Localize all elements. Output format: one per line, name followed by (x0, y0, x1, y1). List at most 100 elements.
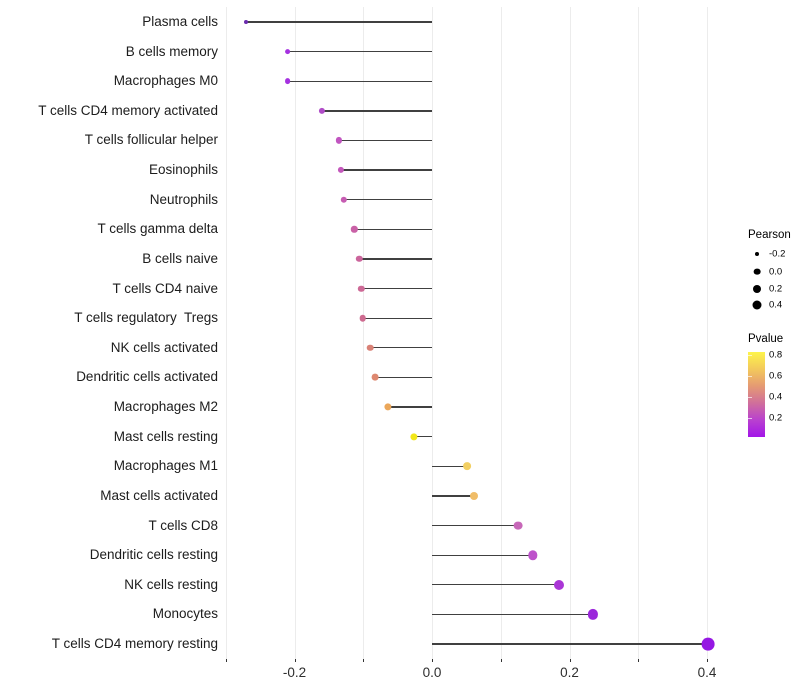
lollipop-stem (432, 524, 518, 527)
lollipop-stem (370, 347, 432, 349)
legend-size-label: 0.0 (769, 266, 783, 277)
y-axis-label: Dendritic cells activated (76, 369, 218, 385)
x-axis-tick (225, 659, 227, 662)
y-axis-label: Eosinophils (148, 162, 218, 178)
x-axis-tick (707, 659, 708, 662)
y-axis-label: T cells CD4 naive (112, 280, 218, 296)
lollipop-stem (361, 287, 432, 290)
lollipop-stem (432, 495, 474, 497)
lollipop-stem (344, 199, 432, 201)
lollipop-stem (388, 406, 432, 408)
lollipop-stem (432, 643, 709, 645)
y-axis-label: T cells gamma delta (97, 221, 218, 237)
lollipop-dot (318, 107, 326, 114)
lollipop-stem (322, 110, 432, 112)
colorbar-tick (748, 376, 752, 377)
colorbar-label: 0.8 (769, 349, 783, 361)
lollipop-stem (287, 80, 432, 82)
colorbar-label: 0.6 (769, 370, 783, 382)
lollipop-stem (359, 258, 432, 260)
x-axis-tick (569, 659, 571, 662)
y-axis-label: B cells naive (142, 250, 218, 266)
lollipop-dot (701, 637, 715, 651)
y-axis-label: NK cells resting (124, 576, 218, 592)
gridline (638, 7, 640, 659)
y-axis-label: NK cells activated (110, 339, 218, 355)
plot-panel (222, 7, 732, 659)
lollipop-dot (513, 521, 523, 530)
lollipop-dot (340, 196, 348, 203)
x-tick-label: -0.2 (282, 665, 307, 680)
y-axis-label: Plasma cells (142, 14, 218, 29)
lollipop-dot (469, 491, 478, 500)
lollipop-stem (432, 554, 534, 556)
colorbar-label: 0.4 (769, 391, 783, 403)
colorbar-label: 0.2 (769, 412, 783, 424)
lollipop-dot (284, 48, 291, 55)
y-axis-label: Dendritic cells resting (89, 547, 218, 563)
lollipop-stem (354, 228, 432, 230)
y-axis-label: Macrophages M2 (113, 399, 218, 415)
legend-size-label: 0.4 (769, 299, 783, 310)
y-axis-label: Neutrophils (149, 191, 218, 207)
lollipop-dot (355, 255, 363, 263)
colorbar-tick (748, 418, 752, 419)
y-axis-label: Monocytes (152, 606, 218, 622)
x-axis-tick (363, 659, 365, 662)
lollipop-dot (244, 20, 249, 24)
legend-size-dot (753, 284, 761, 293)
y-axis-label: Mast cells resting (113, 428, 218, 444)
lollipop-stem (374, 376, 432, 379)
y-axis-label: T cells follicular helper (84, 132, 218, 148)
x-axis-tick (500, 659, 502, 662)
x-axis-tick (432, 659, 433, 662)
lollipop-stem (414, 436, 432, 438)
lollipop-dot (371, 374, 379, 381)
lollipop-stem (362, 317, 432, 319)
x-tick-label: 0.0 (422, 665, 442, 680)
legend-size-label: -0.2 (769, 248, 786, 260)
lollipop-dot (366, 344, 374, 352)
lollipop-stem (339, 139, 432, 142)
lollipop-dot (587, 609, 598, 620)
lollipop-dot (337, 167, 344, 174)
lollipop-dot (357, 285, 365, 292)
y-axis-label: Macrophages M0 (113, 73, 218, 89)
lollipop-dot (284, 78, 291, 85)
lollipop-dot (410, 433, 418, 441)
x-axis-tick (638, 659, 640, 662)
lollipop-dot (384, 403, 392, 411)
colorbar-tick (748, 355, 752, 356)
gridline (225, 7, 227, 659)
lollipop-dot (359, 314, 366, 322)
legend-size-dot (752, 300, 762, 309)
legend-pearson-title: Pearson (748, 229, 791, 241)
gridline (294, 7, 296, 659)
y-axis-label: B cells memory (125, 43, 218, 59)
lollipop-dot (554, 579, 565, 590)
lollipop-stem (432, 584, 560, 586)
gridline (569, 7, 571, 659)
x-tick-label: 0.2 (560, 665, 579, 680)
y-axis-label: T cells CD4 memory resting (51, 636, 218, 652)
lollipop-stem (432, 613, 593, 616)
gridline (432, 7, 433, 659)
legend-pvalue-title: Pvalue (748, 333, 784, 345)
lollipop-dot (463, 462, 471, 471)
pvalue-colorbar (748, 352, 765, 437)
y-axis-label: Mast cells activated (100, 487, 218, 503)
lollipop-stem (287, 50, 432, 53)
legend-size-dot (753, 268, 761, 275)
lollipop-stem (432, 465, 468, 467)
gridline (707, 7, 708, 659)
legend-size-label: 0.2 (769, 283, 783, 294)
y-axis-label: T cells CD8 (148, 517, 218, 533)
gridline (500, 7, 502, 659)
y-axis-label: T cells regulatory Tregs (74, 310, 218, 326)
legend-size-dot (755, 252, 759, 256)
lollipop-stem (340, 169, 432, 171)
colorbar-tick (748, 397, 752, 398)
x-axis-tick (294, 659, 296, 662)
lollipop-dot (528, 550, 538, 560)
